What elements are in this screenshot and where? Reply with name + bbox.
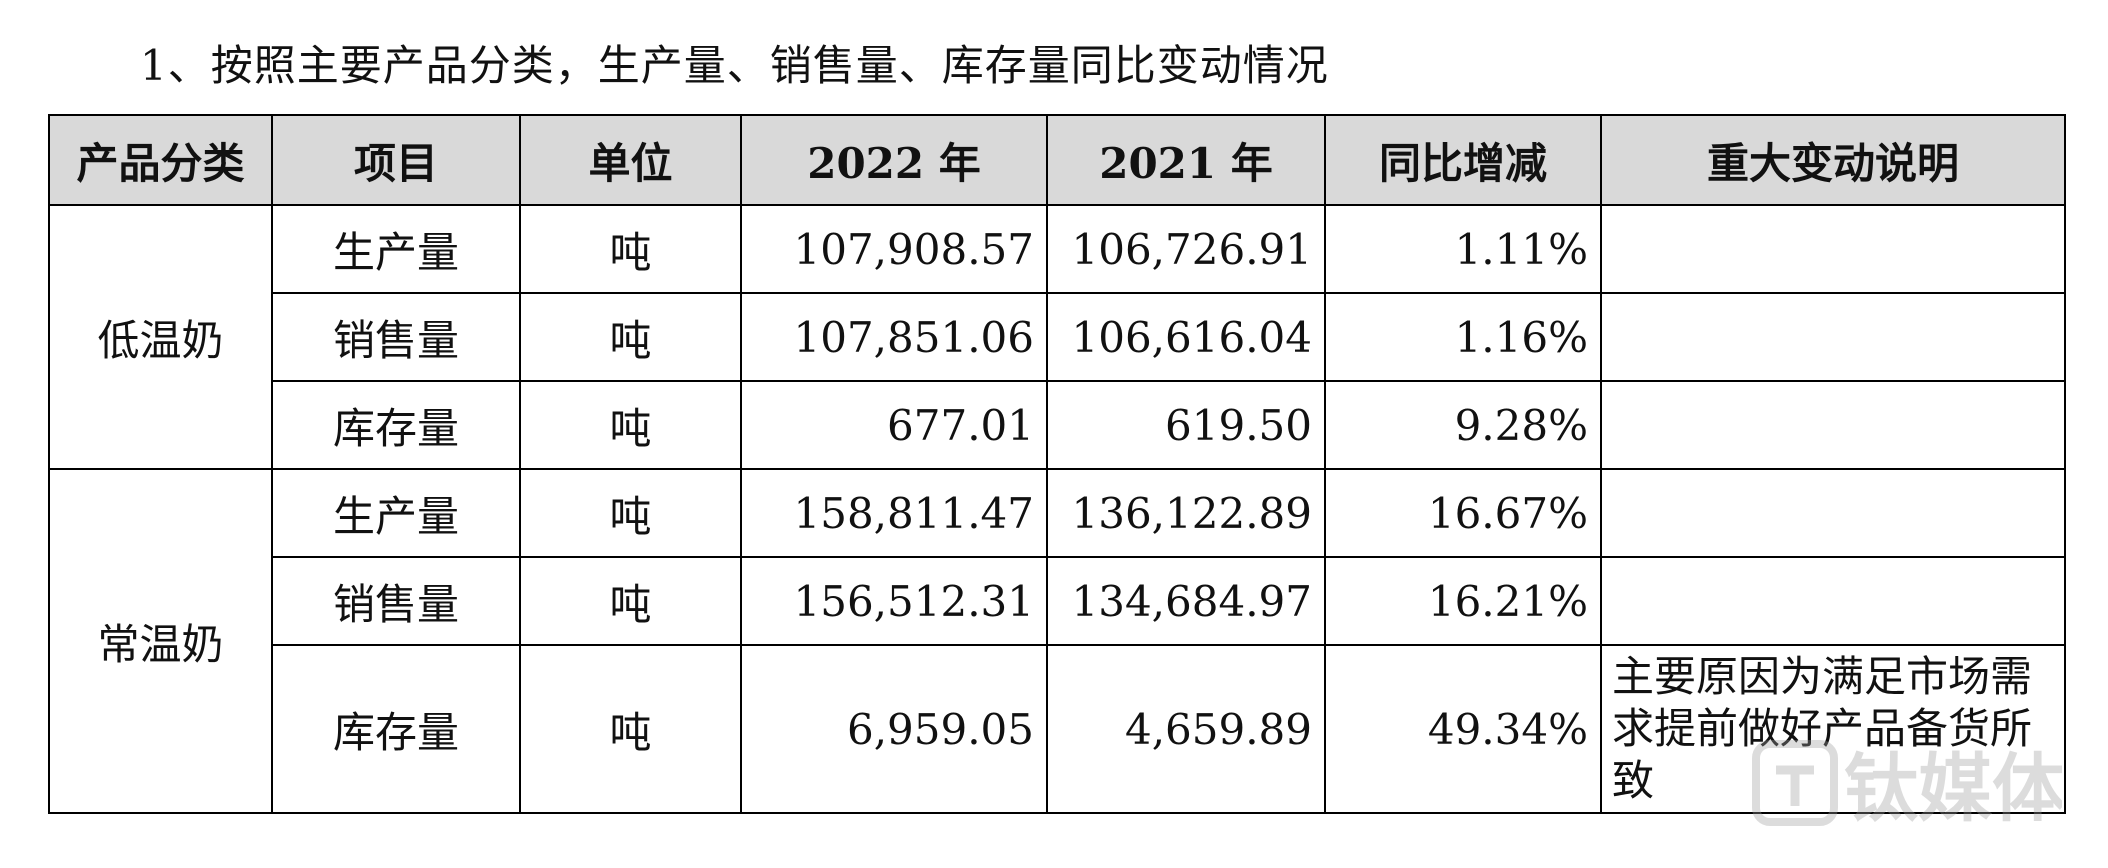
table-row: 库存量 吨 6,959.05 4,659.89 49.34% 主要原因为满足市场… [49,644,2066,814]
yoy-cell: 1.11% [1324,204,1602,294]
table-row: 常温奶 生产量 吨 158,811.47 136,122.89 16.67% [48,468,2066,814]
table-row: 低温奶 生产量 吨 107,908.57 106,726.91 1.11% [48,204,2066,470]
value-2021-cell: 136,122.89 [1046,468,1326,558]
note-cell [1600,292,2066,382]
category-cell: 低温奶 [48,204,273,470]
yoy-cell: 1.16% [1324,292,1602,382]
unit-cell: 吨 [519,468,742,558]
value-2021-cell: 106,616.04 [1046,292,1326,382]
header-row: 产品分类 项目 单位 2022 年 2021 年 同比增减 重大变动说明 [48,114,2066,206]
tmtpost-watermark-logo: 钛媒体 [1752,740,2062,832]
unit-cell: 吨 [519,380,742,470]
unit-cell: 吨 [519,556,742,646]
header-unit: 单位 [519,114,742,206]
value-2021-cell: 134,684.97 [1046,556,1326,646]
watermark-text: 钛媒体 [1844,746,2062,832]
value-2021-cell: 4,659.89 [1046,644,1326,814]
header-note: 重大变动说明 [1600,114,2066,206]
item-cell: 库存量 [271,644,521,814]
value-2021-cell: 619.50 [1046,380,1326,470]
yoy-cell: 49.34% [1324,644,1602,814]
yoy-cell: 16.21% [1324,556,1602,646]
table-row: 库存量 吨 677.01 619.50 9.28% [49,380,2066,470]
value-2022-cell: 156,512.31 [740,556,1048,646]
note-cell [1600,556,2066,646]
yoy-cell: 9.28% [1324,380,1602,470]
section-title: 1、按照主要产品分类，生产量、销售量、库存量同比变动情况 [140,41,1329,90]
table-row: 销售量 吨 156,512.31 134,684.97 16.21% [49,556,2066,646]
category-cell: 常温奶 [48,468,273,814]
item-cell: 生产量 [271,204,521,294]
value-2022-cell: 158,811.47 [740,468,1048,558]
header-2022: 2022 年 [740,114,1048,206]
unit-cell: 吨 [519,292,742,382]
value-2021-cell: 106,726.91 [1046,204,1326,294]
value-2022-cell: 107,908.57 [740,204,1048,294]
item-cell: 库存量 [271,380,521,470]
item-cell: 销售量 [271,556,521,646]
value-2022-cell: 677.01 [740,380,1048,470]
note-cell [1600,380,2066,470]
unit-cell: 吨 [519,204,742,294]
value-2022-cell: 107,851.06 [740,292,1048,382]
production-sales-inventory-table: 产品分类 项目 单位 2022 年 2021 年 同比增减 重大变动说明 低温奶… [48,114,2066,814]
header-yoy: 同比增减 [1324,114,1602,206]
table-row: 销售量 吨 107,851.06 106,616.04 1.16% [49,292,2066,382]
header-2021: 2021 年 [1046,114,1326,206]
note-cell [1600,204,2066,294]
note-cell [1600,468,2066,558]
value-2022-cell: 6,959.05 [740,644,1048,814]
yoy-cell: 16.67% [1324,468,1602,558]
header-item: 项目 [271,114,521,206]
note-cell: 主要原因为满足市场需求提前做好产品备货所致 [1600,644,2066,814]
header-category: 产品分类 [48,114,273,206]
unit-cell: 吨 [519,644,742,814]
item-cell: 生产量 [271,468,521,558]
item-cell: 销售量 [271,292,521,382]
